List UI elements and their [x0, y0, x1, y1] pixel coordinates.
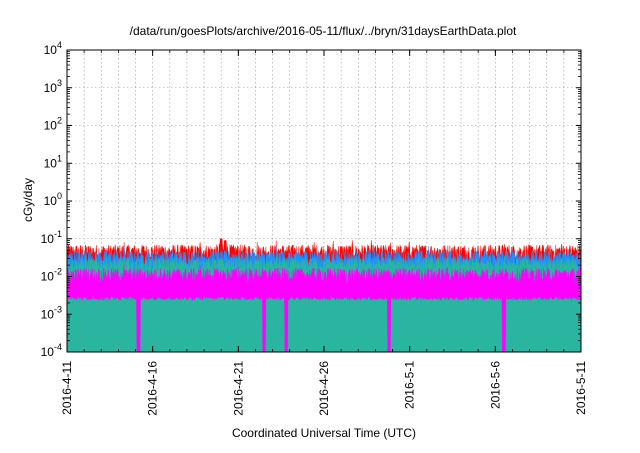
- x-tick-label: 2016-4-16: [146, 361, 160, 416]
- series-area: [66, 264, 582, 297]
- y-tick-label: 100: [44, 191, 62, 208]
- y-tick-label: 104: [44, 40, 62, 57]
- series-floor-band: [66, 295, 582, 353]
- x-tick-label: 2016-4-21: [231, 361, 245, 416]
- y-tick-label: 10-1: [41, 229, 62, 246]
- x-tick-label: 2016-4-26: [317, 361, 331, 416]
- y-tick-label: 10-3: [41, 304, 62, 321]
- x-tick-label: 2016-5-1: [403, 361, 417, 409]
- x-tick-label: 2016-4-11: [60, 361, 74, 415]
- chart-title: /data/run/goesPlots/archive/2016-05-11/f…: [130, 24, 517, 38]
- x-axis-label: Coordinated Universal Time (UTC): [232, 426, 416, 440]
- x-tick-label: 2016-5-6: [488, 361, 502, 409]
- y-tick-label: 10-4: [41, 342, 62, 359]
- y-tick-label: 102: [44, 116, 62, 133]
- plot-area: [66, 238, 582, 353]
- y-tick-label: 101: [44, 153, 62, 170]
- y-tick-label: 103: [44, 78, 62, 95]
- y-tick-label: 10-2: [41, 267, 62, 284]
- y-axis-label: cGy/day: [21, 178, 35, 222]
- x-tick-label: 2016-5-11: [574, 361, 588, 415]
- axis-ticks: 10-4 10-3 10-2 10-1 100 101 102 103 104 2016-4-11…: [41, 40, 588, 416]
